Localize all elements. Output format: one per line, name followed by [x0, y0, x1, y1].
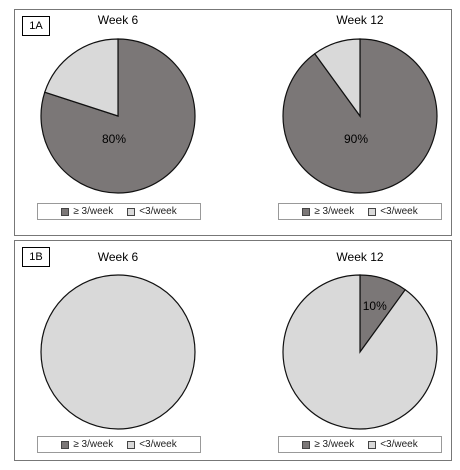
legend-item-high: ≥ 3/week [61, 439, 113, 450]
pie-slice-low [313, 38, 361, 118]
legend-swatch-low [127, 207, 136, 216]
legend-item-low: <3/week [127, 439, 177, 450]
legend-swatch-low [368, 207, 377, 216]
pie-data-label: 80% [102, 132, 126, 146]
legend-swatch-low [368, 440, 377, 449]
legend-item-high: ≥ 3/week [61, 206, 113, 217]
pie-data-label: 90% [344, 132, 368, 146]
pie-chart-1b-week12: 10% [282, 274, 438, 430]
pie-chart-1a-week6: 80% [40, 38, 196, 194]
pie-chart-1b-week6 [40, 274, 196, 430]
pie-slice-low [282, 274, 438, 430]
pie-slice-low [44, 38, 119, 117]
legend-label-low: <3/week [139, 206, 177, 217]
chart-title-1b-week12: Week 12 [336, 250, 384, 264]
legend-swatch-high [302, 440, 311, 449]
pie-slice-low [40, 274, 196, 430]
legend-label-low: <3/week [139, 439, 177, 450]
legend-item-high: ≥ 3/week [302, 439, 354, 450]
legend-label-high: ≥ 3/week [314, 206, 355, 217]
chart-title-1b-week6: Week 6 [97, 250, 139, 264]
legend-swatch-high [61, 440, 70, 449]
pie-chart-1a-week12: 90% [282, 38, 438, 194]
legend-item-low: <3/week [368, 439, 418, 450]
panel-label-1b: 1B [22, 247, 50, 267]
legend-swatch-high [61, 207, 70, 216]
legend-1b-week6: ≥ 3/week <3/week [37, 436, 201, 453]
legend-label-low: <3/week [380, 206, 418, 217]
legend-label-high: ≥ 3/week [73, 206, 114, 217]
legend-1a-week6: ≥ 3/week <3/week [37, 203, 201, 220]
legend-swatch-low [127, 440, 136, 449]
legend-item-low: <3/week [368, 206, 418, 217]
panel-label-1a: 1A [22, 16, 50, 36]
legend-1b-week12: ≥ 3/week <3/week [278, 436, 442, 453]
legend-label-high: ≥ 3/week [73, 439, 114, 450]
pie-data-label: 10% [363, 299, 387, 313]
legend-item-low: <3/week [127, 206, 177, 217]
chart-title-1a-week6: Week 6 [97, 13, 139, 27]
legend-item-high: ≥ 3/week [302, 206, 354, 217]
chart-title-1a-week12: Week 12 [336, 13, 384, 27]
legend-1a-week12: ≥ 3/week <3/week [278, 203, 442, 220]
legend-swatch-high [302, 207, 311, 216]
legend-label-high: ≥ 3/week [314, 439, 355, 450]
legend-label-low: <3/week [380, 439, 418, 450]
